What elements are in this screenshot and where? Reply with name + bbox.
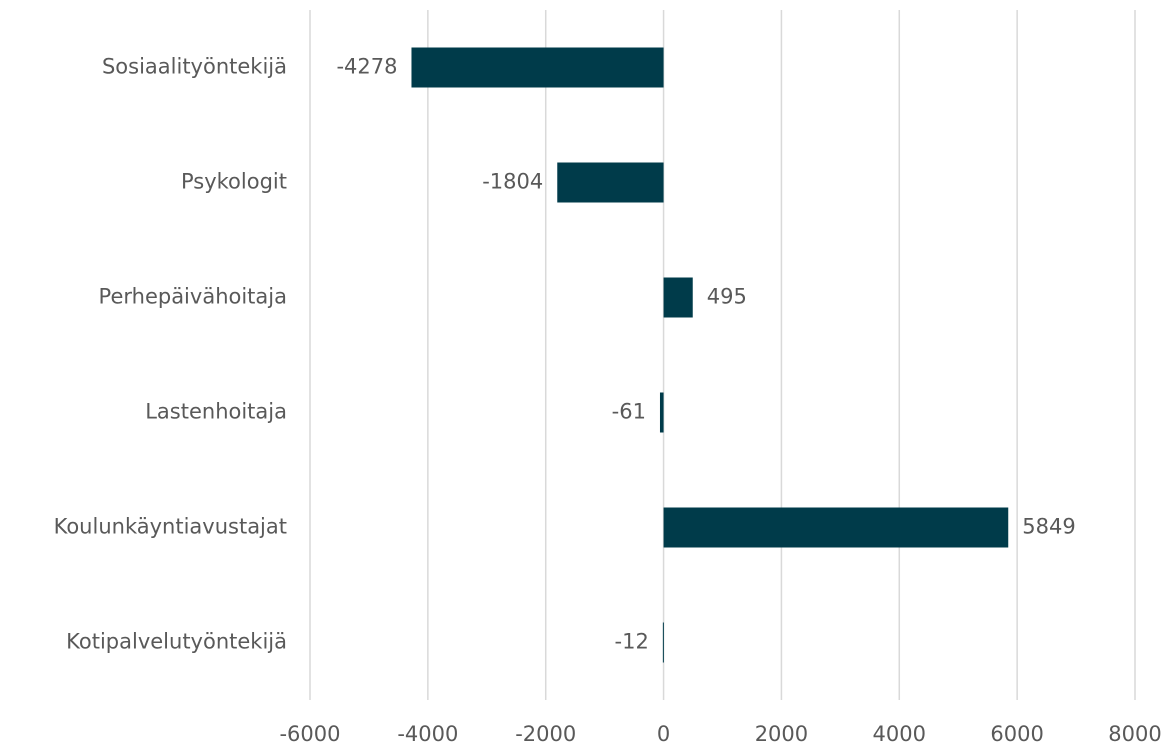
data-label: -1804 [482,170,543,194]
x-tick-label: -2000 [515,722,576,745]
bar [659,392,664,433]
bar [662,622,664,663]
data-label: 5849 [1022,515,1075,539]
bar [663,277,693,318]
x-tick-label: -4000 [397,722,458,745]
data-label: -12 [615,630,649,654]
y-tick-label: Sosiaalityöntekijä [102,55,287,79]
x-tick-label: 0 [657,722,670,745]
x-tick-label: 4000 [873,722,926,745]
x-tick-label: 6000 [990,722,1043,745]
y-tick-label: Lastenhoitaja [145,400,287,424]
x-tick-label: 8000 [1108,722,1161,745]
bar [411,47,664,88]
y-tick-label: Koulunkäyntiavustajat [54,515,287,539]
data-label: -61 [612,400,646,424]
data-label: -4278 [336,55,397,79]
bar [557,162,664,203]
bar [663,507,1009,548]
x-tick-label: -6000 [279,722,340,745]
y-tick-label: Kotipalvelutyöntekijä [66,630,287,654]
y-tick-label: Psykologit [181,170,287,194]
data-label: 495 [707,285,747,309]
x-tick-label: 2000 [755,722,808,745]
y-tick-label: Perhepäivähoitaja [99,285,287,309]
